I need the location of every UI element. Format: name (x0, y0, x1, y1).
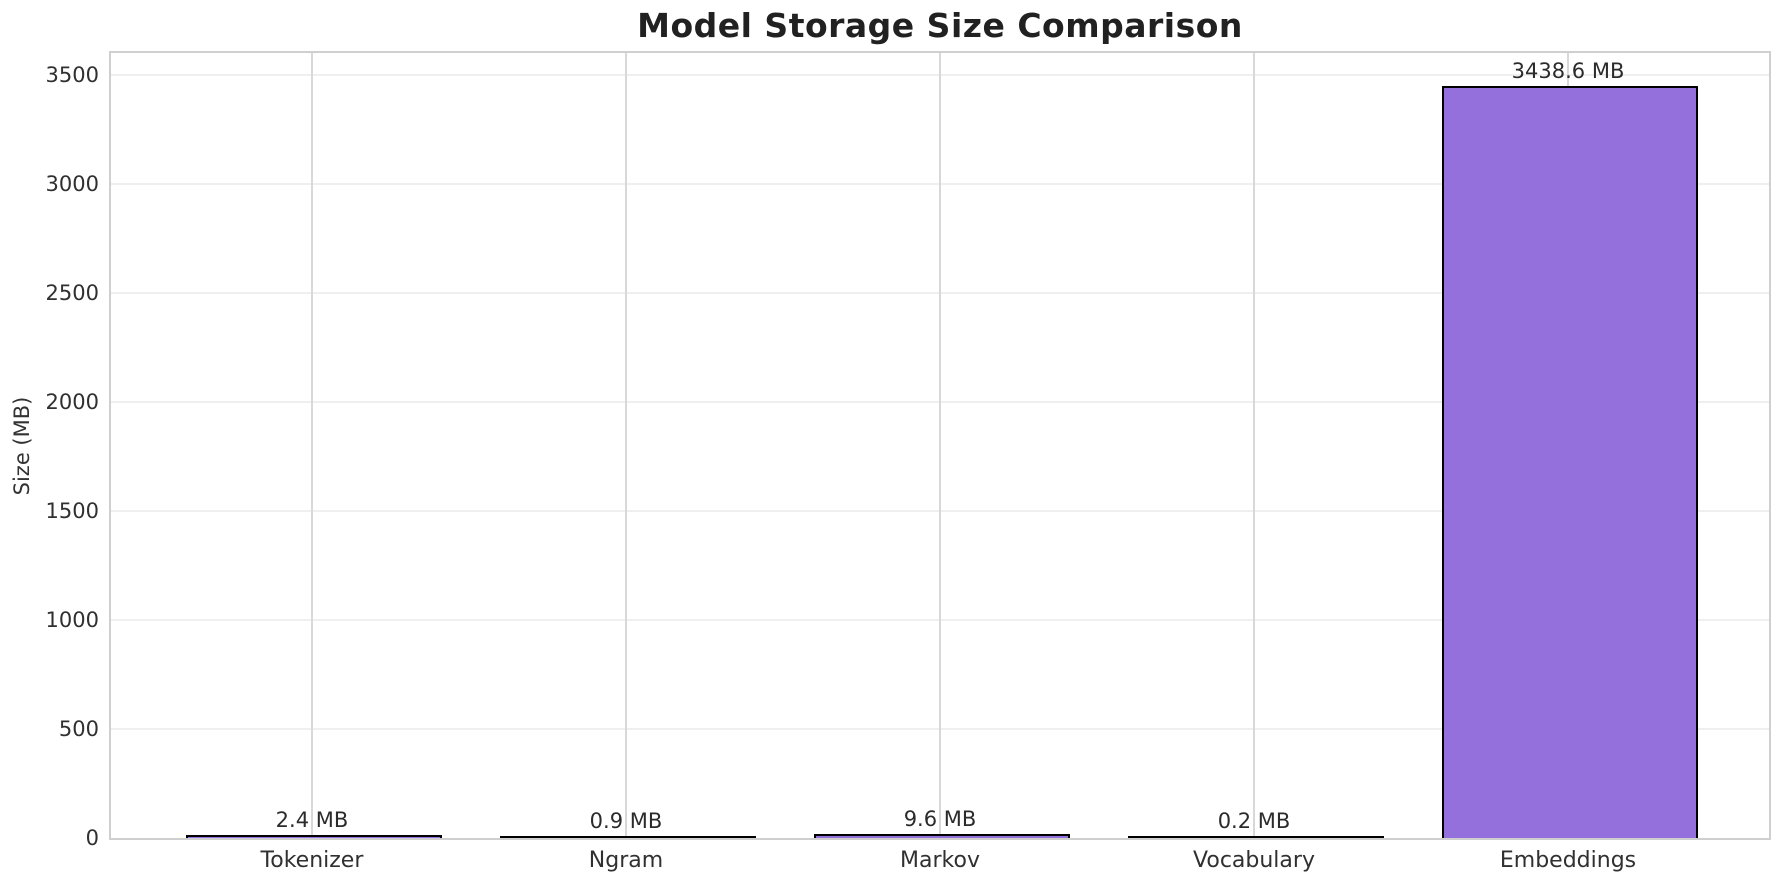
x-tick-label: Embeddings (1499, 848, 1637, 873)
bar (1442, 86, 1698, 838)
y-tick-label: 500 (58, 716, 99, 741)
x-gridline (624, 53, 627, 838)
bar (814, 833, 1070, 838)
plot-area: 0 500 1000 1500 2000 2500 3000 3500 2.4 MB Tokeni… (46, 51, 1771, 873)
x-gridline (1253, 53, 1255, 838)
x-gridline (310, 53, 313, 838)
y-tick-label: 3500 (45, 62, 99, 87)
y-tick-label: 3000 (45, 171, 99, 196)
bar-value-label: 0.2 MB (1217, 808, 1291, 833)
x-gridline (939, 53, 941, 838)
x-tick-label: Markov (900, 848, 980, 873)
bar-value-label: 2.4 MB (275, 808, 349, 833)
x-tick-label: Tokenizer (260, 848, 364, 873)
x-tick-label: Ngram (588, 848, 664, 873)
bar (1128, 835, 1384, 838)
y-tick-label: 1500 (45, 498, 99, 523)
bar-value-label: 3438.6 MB (1511, 59, 1625, 84)
y-tick-label: 2500 (45, 280, 99, 305)
bar (500, 835, 756, 838)
chart-title: Model Storage Size Comparison (637, 6, 1243, 45)
x-tick-label: Vocabulary (1193, 848, 1315, 873)
y-tick-label: 2000 (45, 389, 99, 414)
y-tick-label: 0 (85, 826, 99, 850)
bar (186, 835, 442, 838)
bar-value-label: 0.9 MB (589, 808, 663, 833)
y-tick-label: 1000 (45, 607, 99, 632)
bar-value-label: 9.6 MB (903, 806, 977, 831)
